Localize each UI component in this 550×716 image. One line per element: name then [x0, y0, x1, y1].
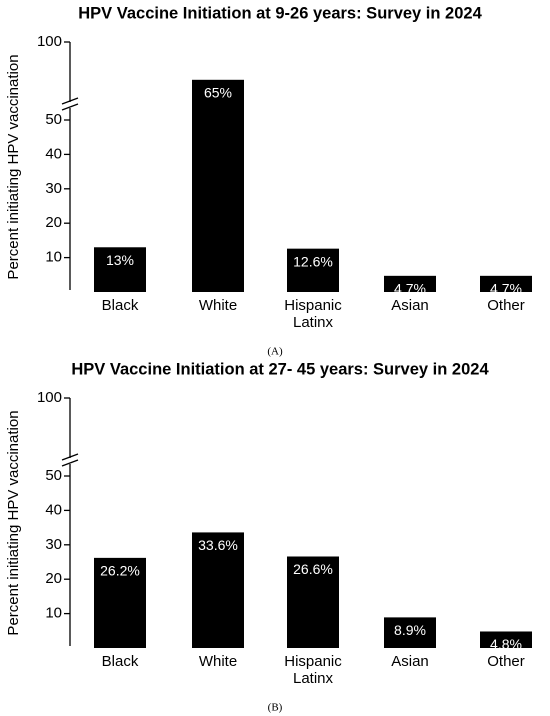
value-label: 4.7%	[394, 281, 426, 297]
bar	[94, 247, 146, 292]
y-tick-label: 100	[37, 33, 62, 50]
axis-break	[61, 103, 79, 111]
y-tick-label: 20	[45, 570, 62, 587]
bar	[287, 248, 339, 292]
y-tick-label: 50	[45, 111, 62, 128]
y-tick-label: 30	[45, 180, 62, 197]
x-tick-label: Asian	[391, 653, 429, 670]
value-label: 8.9%	[394, 622, 426, 638]
value-label: 26.2%	[100, 563, 140, 579]
value-label: 26.6%	[293, 561, 333, 577]
bar	[287, 556, 339, 648]
x-tick-label: Black	[102, 297, 139, 314]
value-label: 4.8%	[490, 636, 522, 652]
y-axis-label: Percent initiating HPV vaccination	[5, 410, 22, 635]
y-axis-label: Percent initiating HPV vaccination	[5, 54, 22, 279]
y-tick-label: 40	[45, 145, 62, 162]
chart-title: HPV Vaccine Initiation at 27- 45 years: …	[71, 360, 489, 378]
axis-break	[61, 453, 79, 461]
y-tick-label: 10	[45, 605, 62, 622]
y-tick-label: 100	[37, 389, 62, 406]
x-tick-label: Other	[487, 653, 525, 670]
y-tick-label: 20	[45, 214, 62, 231]
y-tick-label: 40	[45, 501, 62, 518]
bar	[94, 557, 146, 648]
caption: (A)	[267, 346, 283, 358]
x-tick-label: Other	[487, 297, 525, 314]
bar	[480, 631, 532, 648]
y-tick-label: 10	[45, 249, 62, 266]
bar	[480, 275, 532, 292]
bar	[384, 617, 436, 648]
value-label: 13%	[106, 252, 134, 268]
x-tick-label: Asian	[391, 297, 429, 314]
x-tick-label: Hispanic Latinx	[284, 297, 342, 331]
axis-break	[61, 97, 79, 105]
value-label: 4.7%	[490, 281, 522, 297]
axis-break	[61, 459, 79, 467]
x-tick-label: White	[199, 297, 237, 314]
value-label: 65%	[204, 85, 232, 101]
caption: (B)	[268, 702, 283, 714]
value-label: 33.6%	[198, 537, 238, 553]
x-tick-label: Black	[102, 653, 139, 670]
value-label: 12.6%	[293, 253, 333, 269]
x-tick-label: Hispanic Latinx	[284, 653, 342, 687]
bar	[192, 79, 244, 292]
bar	[384, 275, 436, 292]
y-tick-label: 30	[45, 536, 62, 553]
x-tick-label: White	[199, 653, 237, 670]
chart-title: HPV Vaccine Initiation at 9-26 years: Su…	[78, 4, 482, 22]
y-tick-label: 50	[45, 467, 62, 484]
bar	[192, 532, 244, 648]
